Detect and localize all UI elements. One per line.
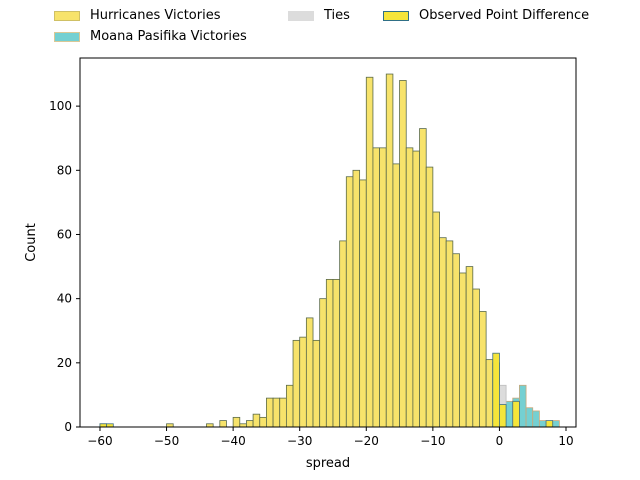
bar bbox=[345, 176, 354, 428]
bar bbox=[312, 339, 321, 428]
y-tick-label: 60 bbox=[57, 227, 72, 241]
bar bbox=[505, 400, 514, 428]
legend-swatch-observed bbox=[383, 10, 409, 21]
bar bbox=[452, 253, 460, 428]
y-tick-label: 0 bbox=[64, 420, 72, 434]
legend: Hurricanes Victories Moana Pasifika Vict… bbox=[0, 6, 640, 50]
bar bbox=[545, 420, 554, 428]
y-axis: 0 20 40 60 80 100 bbox=[49, 99, 80, 434]
bar bbox=[405, 147, 414, 428]
bar bbox=[399, 80, 407, 428]
legend-item-observed: Observed Point Difference bbox=[383, 8, 589, 23]
legend-item-ties: Ties bbox=[288, 8, 350, 23]
x-axis-label: spread bbox=[306, 456, 350, 471]
bar bbox=[332, 278, 341, 428]
bar bbox=[232, 416, 241, 428]
bar bbox=[272, 397, 281, 428]
bar bbox=[319, 298, 327, 428]
bar bbox=[532, 410, 540, 428]
bar bbox=[365, 76, 374, 428]
x-axis: −60 −50 −40 −30 −20 −10 0 10 bbox=[87, 427, 574, 448]
bar bbox=[372, 147, 380, 428]
x-tick-label: 0 bbox=[496, 434, 504, 448]
bar bbox=[512, 400, 520, 428]
y-tick-label: 20 bbox=[57, 356, 72, 370]
bar bbox=[425, 166, 434, 428]
bar bbox=[266, 397, 274, 428]
bar bbox=[472, 288, 480, 428]
bar bbox=[219, 420, 227, 428]
bar bbox=[246, 420, 254, 428]
x-tick-label: −30 bbox=[287, 434, 312, 448]
bar bbox=[459, 272, 467, 428]
y-tick-label: 40 bbox=[57, 292, 72, 306]
bar bbox=[538, 420, 547, 428]
bar bbox=[252, 413, 261, 428]
bar bbox=[492, 352, 500, 428]
bar bbox=[479, 311, 487, 428]
bar bbox=[419, 128, 427, 428]
bar bbox=[379, 147, 387, 428]
bar bbox=[552, 420, 560, 428]
bar bbox=[299, 336, 307, 428]
bar bbox=[325, 278, 334, 428]
x-tick-label: 10 bbox=[558, 434, 573, 448]
legend-item-hurricanes: Hurricanes Victories bbox=[54, 8, 221, 23]
x-tick-label: −20 bbox=[354, 434, 379, 448]
bar bbox=[352, 169, 361, 428]
bar bbox=[385, 73, 394, 428]
bar bbox=[359, 179, 367, 428]
legend-label-moana: Moana Pasifika Victories bbox=[90, 29, 247, 44]
x-tick-label: −50 bbox=[154, 434, 179, 448]
bar bbox=[392, 163, 400, 428]
y-axis-label: Count bbox=[24, 223, 39, 262]
bar bbox=[485, 359, 494, 428]
bar bbox=[279, 397, 287, 428]
legend-label-ties: Ties bbox=[324, 8, 350, 23]
legend-label-observed: Observed Point Difference bbox=[419, 8, 590, 23]
bar bbox=[339, 240, 347, 428]
y-tick-label: 100 bbox=[49, 99, 72, 113]
x-tick-label: −40 bbox=[220, 434, 245, 448]
y-tick-label: 80 bbox=[57, 163, 72, 177]
bar bbox=[259, 416, 267, 428]
x-tick-label: −10 bbox=[420, 434, 445, 448]
x-tick-label: −60 bbox=[87, 434, 112, 448]
plot-frame bbox=[79, 57, 577, 428]
bar bbox=[305, 317, 314, 428]
bar bbox=[285, 384, 294, 428]
legend-swatch-moana bbox=[54, 31, 80, 42]
bar bbox=[499, 404, 507, 428]
legend-swatch-hurricanes bbox=[54, 10, 80, 21]
legend-swatch-ties bbox=[288, 10, 314, 21]
bar bbox=[292, 339, 301, 428]
legend-item-moana: Moana Pasifika Victories bbox=[54, 29, 247, 44]
bar bbox=[439, 237, 447, 428]
bars-layer bbox=[99, 73, 560, 428]
legend-label-hurricanes: Hurricanes Victories bbox=[90, 8, 221, 23]
bar bbox=[519, 384, 527, 428]
bar bbox=[465, 266, 474, 428]
bar bbox=[412, 150, 420, 428]
bar bbox=[445, 240, 454, 428]
bar bbox=[432, 211, 440, 428]
bar bbox=[525, 407, 534, 428]
